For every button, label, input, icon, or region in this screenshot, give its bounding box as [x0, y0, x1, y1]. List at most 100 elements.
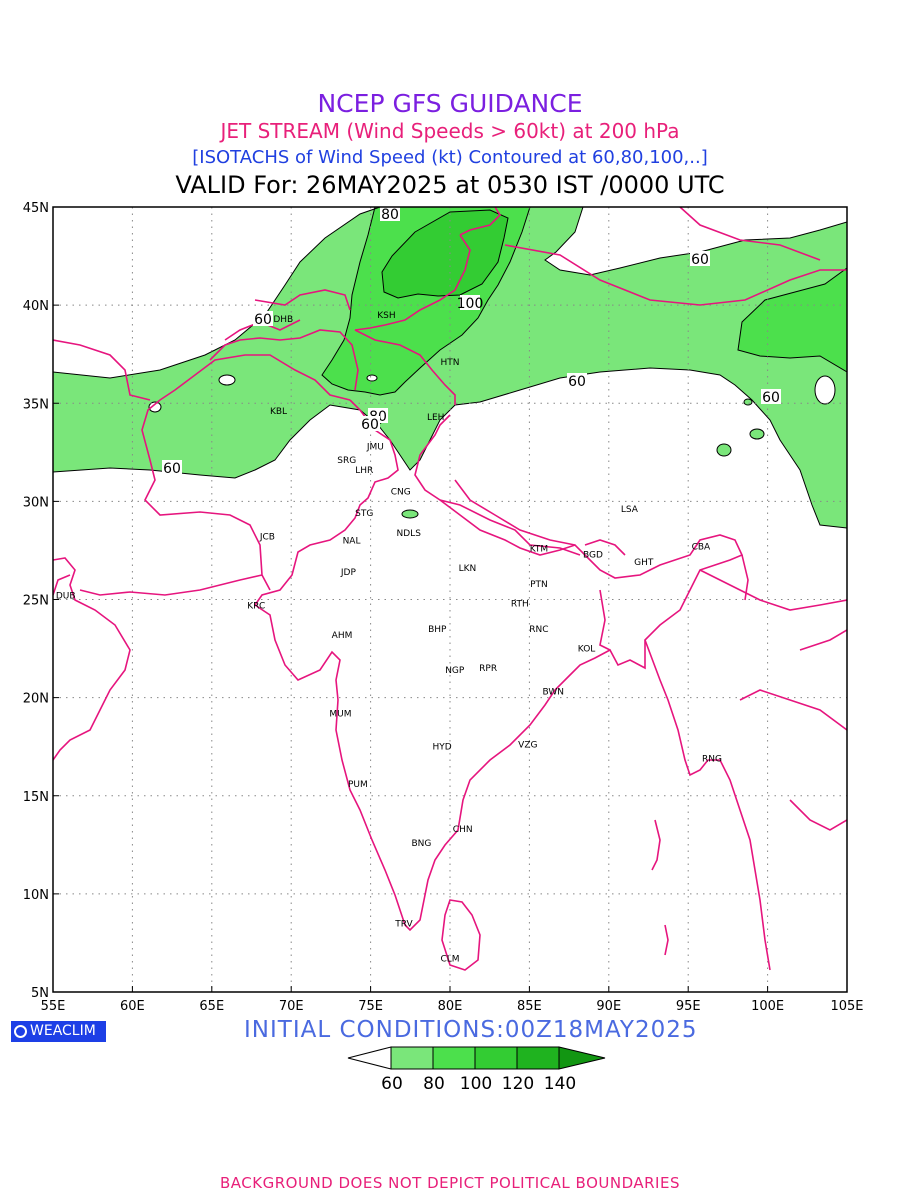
colorbar-label-100: 100 [460, 1074, 492, 1094]
city-label-rpr: RPR [479, 664, 497, 674]
logo-text: WEACLIM [30, 1023, 96, 1039]
lon-tick-label: 80E [438, 999, 463, 1014]
contour-label-60: 60 [361, 417, 379, 433]
lat-tick-label: 5N [31, 986, 49, 1001]
city-label-jdp: JDP [340, 568, 357, 578]
contour-label-bg [761, 389, 781, 404]
city-label-rth: RTH [511, 599, 529, 609]
valid-time: VALID For: 26MAY2025 at 0530 IST /0000 U… [175, 171, 725, 199]
wind-speed-shading [53, 207, 847, 528]
axis-labels: 55E 60E 65E 70E 75E 80E 85E 90E 95E 100E 105E 5N 10N… [23, 201, 864, 1014]
city-label-trv: TRV [394, 919, 413, 929]
lon-tick-label: 85E [517, 999, 542, 1014]
city-label-bhp: BHP [428, 625, 447, 635]
colorbar-swatch-140 [558, 1046, 606, 1070]
contour-label-80: 80 [381, 207, 399, 223]
chart-title: NCEP GFS GUIDANCE [317, 89, 583, 118]
lon-tick-label: 60E [120, 999, 145, 1014]
city-label-lkn: LKN [459, 564, 477, 574]
city-label-bgd: BGD [583, 550, 603, 560]
city-label-htn: HTN [441, 358, 460, 368]
contour-label-60: 60 [691, 252, 709, 268]
city-label-lsa: LSA [621, 505, 639, 515]
city-label-jmu: JMU [366, 442, 384, 452]
colorbar-label-120: 120 [502, 1074, 534, 1094]
city-label-ktm: KTM [530, 544, 548, 554]
lon-tick-label: 95E [676, 999, 701, 1014]
city-label-jcb: JCB [259, 533, 275, 543]
city-label-dhb: DHB [273, 315, 293, 325]
contour-label-60: 60 [163, 461, 181, 477]
city-label-kol: KOL [578, 645, 596, 655]
lat-tick-label: 25N [23, 594, 49, 609]
lat-tick-label: 20N [23, 692, 49, 707]
footer-disclaimer: BACKGROUND DOES NOT DEPICT POLITICAL BOU… [220, 1174, 680, 1192]
weaclim-logo: WEACLIM [11, 1021, 106, 1042]
contour-label-bg [567, 373, 587, 388]
lon-tick-label: 105E [830, 999, 863, 1014]
city-label-rng: RNG [702, 754, 722, 764]
contour-label-bg [460, 295, 480, 310]
lat-tick-label: 35N [23, 397, 49, 412]
colorbar-swatch-80 [432, 1046, 476, 1070]
colorbar-swatch-60 [390, 1046, 434, 1070]
contour-label-bg [360, 416, 380, 431]
contour-label-60: 60 [254, 312, 272, 328]
city-label-ngp: NGP [445, 666, 465, 676]
city-label-hyd: HYD [432, 743, 451, 753]
colorbar-swatch-120 [516, 1046, 560, 1070]
lon-tick-label: 100E [751, 999, 784, 1014]
lon-tick-label: 70E [279, 999, 304, 1014]
city-label-srg: SRG [337, 456, 356, 466]
contour-label-bg [162, 460, 182, 475]
city-label-dub: DUB [56, 592, 76, 602]
city-label-lhr: LHR [355, 466, 373, 476]
colorbar-label-60: 60 [381, 1074, 403, 1094]
city-labels: DHBKBLKSHHTNLEHSGRJMUSRGLHRCNGSTGNDLSJCB… [56, 311, 722, 965]
contour-labels: 8010060606060608060 [162, 207, 781, 477]
isotach-100-core [382, 210, 508, 298]
colorbar: 60 80 100 120 140 [347, 1046, 606, 1094]
city-label-chn: CHN [453, 825, 473, 835]
colorbar-swatch-100 [474, 1046, 518, 1070]
city-label-nal: NAL [343, 537, 361, 547]
logo-circle-icon [14, 1025, 27, 1038]
contour-label-60: 60 [762, 390, 780, 406]
city-label-kbl: KBL [270, 407, 287, 417]
country-boundaries [53, 207, 847, 971]
city-label-stg: STG [355, 509, 373, 519]
city-label-bng: BNG [411, 839, 431, 849]
colorbar-label-80: 80 [423, 1074, 445, 1094]
city-label-krc: KRC [247, 601, 265, 611]
lat-tick-label: 15N [23, 790, 49, 805]
city-label-rnc: RNC [529, 625, 548, 635]
lon-tick-label: 90E [596, 999, 621, 1014]
lat-tick-label: 45N [23, 201, 49, 216]
city-label-cba: CBA [692, 543, 711, 553]
chart-subtitle: JET STREAM (Wind Speeds > 60kt) at 200 h… [220, 119, 680, 143]
initial-conditions: INITIAL CONDITIONS:00Z18MAY2025 [244, 1017, 698, 1043]
city-label-ndls: NDLS [397, 529, 422, 539]
isotach-60-west [53, 207, 847, 528]
lon-tick-label: 65E [199, 999, 224, 1014]
isotach-80-east [738, 268, 847, 372]
city-label-vzg: VZG [518, 741, 537, 751]
colorbar-label-140: 140 [544, 1074, 576, 1094]
contour-label-bg [253, 311, 273, 326]
colorbar-swatch-below-60 [347, 1046, 392, 1070]
lon-tick-label: 75E [358, 999, 383, 1014]
contour-label-60: 60 [568, 374, 586, 390]
city-label-ksh: KSH [377, 311, 395, 321]
city-label-ptn: PTN [530, 580, 548, 590]
lat-tick-label: 40N [23, 299, 49, 314]
city-label-clm: CLM [440, 955, 459, 965]
contour-label-bg [690, 251, 710, 266]
city-label-bwn: BWN [542, 688, 564, 698]
city-label-mum: MUM [329, 709, 351, 719]
city-label-ahm: AHM [332, 631, 353, 641]
lat-tick-label: 10N [23, 888, 49, 903]
city-label-pum: PUM [348, 780, 368, 790]
lat-tick-label: 30N [23, 495, 49, 510]
city-label-cng: CNG [391, 488, 411, 498]
